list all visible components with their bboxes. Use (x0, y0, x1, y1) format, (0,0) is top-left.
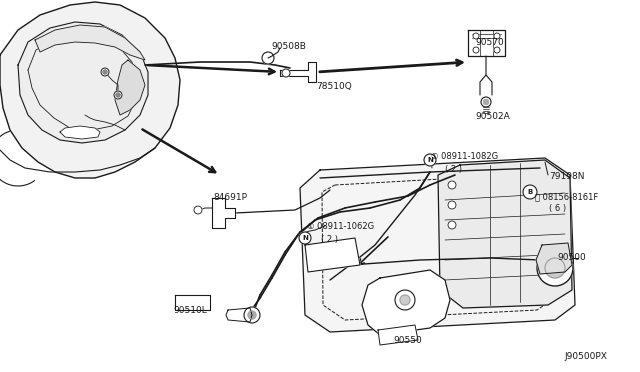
Circle shape (103, 70, 107, 74)
Polygon shape (305, 238, 360, 272)
Circle shape (395, 290, 415, 310)
Circle shape (114, 91, 122, 99)
Text: ( 2 ): ( 2 ) (321, 235, 338, 244)
Polygon shape (438, 160, 572, 308)
Circle shape (244, 307, 260, 323)
Text: ① 08911-1082G: ① 08911-1082G (431, 152, 498, 161)
Text: 90502A: 90502A (475, 112, 509, 121)
Circle shape (101, 68, 109, 76)
Polygon shape (35, 25, 145, 60)
Polygon shape (468, 30, 505, 56)
Circle shape (116, 93, 120, 97)
Text: 90510L: 90510L (173, 306, 207, 315)
Text: 90570: 90570 (475, 38, 504, 47)
Polygon shape (60, 126, 100, 139)
Circle shape (545, 258, 565, 278)
Polygon shape (175, 295, 210, 310)
Circle shape (448, 181, 456, 189)
Text: 79198N: 79198N (549, 172, 584, 181)
Circle shape (483, 99, 488, 105)
Circle shape (299, 232, 311, 244)
Polygon shape (378, 325, 418, 345)
Circle shape (194, 206, 202, 214)
Polygon shape (280, 62, 316, 82)
Text: ( 2 ): ( 2 ) (445, 165, 462, 174)
Circle shape (248, 311, 256, 319)
Polygon shape (18, 22, 148, 143)
Polygon shape (0, 2, 180, 178)
Circle shape (448, 221, 456, 229)
Polygon shape (212, 198, 235, 228)
Circle shape (523, 185, 537, 199)
Circle shape (473, 47, 479, 53)
Circle shape (424, 154, 436, 166)
Circle shape (262, 52, 274, 64)
Text: ① 08911-1062G: ① 08911-1062G (307, 222, 374, 231)
Circle shape (494, 33, 500, 39)
Text: 90500: 90500 (557, 253, 586, 262)
Text: ( 6 ): ( 6 ) (549, 204, 566, 213)
Polygon shape (536, 243, 572, 274)
Circle shape (448, 201, 456, 209)
Text: J90500PX: J90500PX (564, 352, 607, 361)
Polygon shape (300, 158, 575, 332)
Circle shape (537, 250, 573, 286)
Circle shape (494, 47, 500, 53)
Text: 84691P: 84691P (213, 193, 247, 202)
Text: 78510Q: 78510Q (316, 82, 352, 91)
Polygon shape (226, 308, 252, 322)
Text: B: B (527, 189, 532, 195)
Circle shape (282, 69, 290, 77)
Circle shape (473, 33, 479, 39)
Text: N: N (427, 157, 433, 163)
Text: Ⓑ 08156-8161F: Ⓑ 08156-8161F (535, 192, 598, 201)
Polygon shape (362, 270, 450, 335)
Text: N: N (302, 235, 308, 241)
Circle shape (400, 295, 410, 305)
Text: 90508B: 90508B (271, 42, 306, 51)
Circle shape (481, 97, 491, 107)
Text: 90550: 90550 (393, 336, 422, 345)
Polygon shape (115, 60, 145, 115)
